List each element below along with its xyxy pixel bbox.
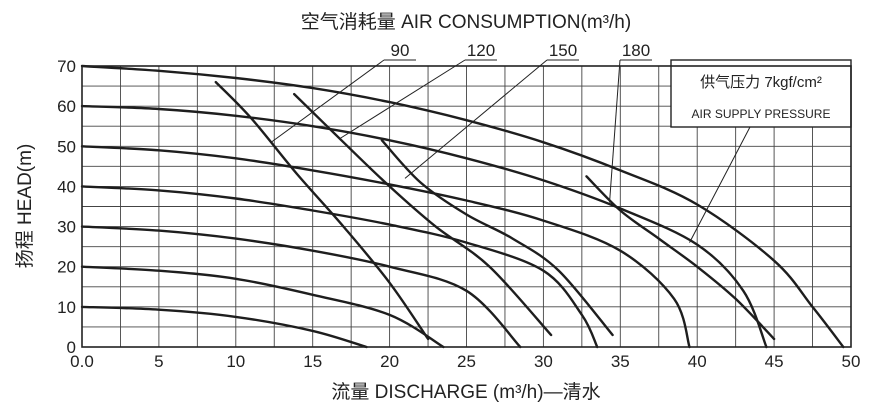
- head-discharge-curve: [80, 145, 691, 349]
- air-consumption-label: 90: [391, 41, 410, 60]
- y-tick-label: 60: [57, 97, 76, 116]
- x-tick-label: 40: [688, 352, 707, 371]
- x-tick-label: 20: [380, 352, 399, 371]
- y-tick-label: 20: [57, 258, 76, 277]
- legend: 供气压力 7kgf/cm² AIR SUPPLY PRESSURE: [670, 59, 852, 128]
- head-discharge-curve: [80, 64, 845, 349]
- y-tick-label: 30: [57, 218, 76, 237]
- label-leader-line: [609, 59, 621, 203]
- head-discharge-curve: [80, 305, 368, 349]
- legend-subtitle: AIR SUPPLY PRESSURE: [692, 107, 831, 121]
- x-axis-label: 流量 DISCHARGE (m³/h)—清水: [331, 381, 600, 403]
- air-consumption-curve-120: [293, 92, 553, 337]
- head-discharge-curve: [80, 265, 445, 349]
- y-axis-label: 扬程 HEAD(m): [14, 144, 36, 269]
- plot-frame: [81, 65, 852, 348]
- air-consumption-curve-150: [380, 139, 614, 337]
- x-tick-label: 45: [765, 352, 784, 371]
- air-consumption-label: 150: [549, 41, 577, 60]
- x-tick-label: 10: [226, 352, 245, 371]
- legend-title: 供气压力 7kgf/cm²: [700, 74, 822, 91]
- head-discharge-curve: [80, 185, 599, 349]
- head-discharge-curve: [80, 225, 522, 349]
- callout-leaders: [270, 59, 751, 243]
- label-leader-line: [404, 59, 548, 179]
- label-leader-line: [270, 59, 385, 143]
- x-tick-label: 35: [611, 352, 630, 371]
- x-tick-label: 0.0: [70, 352, 94, 371]
- tick-labels: 0.0 5 10 15 20 25 30 35 40 45 50 0 10 20 30 40 50 60 70 90 1…: [57, 41, 860, 371]
- x-tick-label: 5: [154, 352, 163, 371]
- air-consumption-label: 180: [622, 41, 650, 60]
- label-leader-line: [340, 59, 466, 139]
- x-tick-label: 50: [842, 352, 861, 371]
- performance-curves: [80, 64, 845, 349]
- y-tick-label: 0: [67, 338, 76, 357]
- air-consumption-curve-90: [214, 80, 430, 341]
- y-tick-label: 50: [57, 137, 76, 156]
- y-tick-label: 40: [57, 177, 76, 196]
- x-tick-label: 15: [303, 352, 322, 371]
- x-tick-label: 25: [457, 352, 476, 371]
- air-consumption-curve-180: [585, 175, 776, 341]
- chart-title: 空气消耗量 AIR CONSUMPTION(m³/h): [301, 11, 631, 33]
- head-discharge-curve: [80, 104, 768, 349]
- y-tick-label: 10: [57, 298, 76, 317]
- x-tick-label: 30: [534, 352, 553, 371]
- y-tick-label: 70: [57, 57, 76, 76]
- grid-lines: [81, 66, 852, 347]
- air-consumption-label: 120: [467, 41, 495, 60]
- legend-frame: [670, 59, 852, 128]
- legend-leader-line: [689, 126, 751, 243]
